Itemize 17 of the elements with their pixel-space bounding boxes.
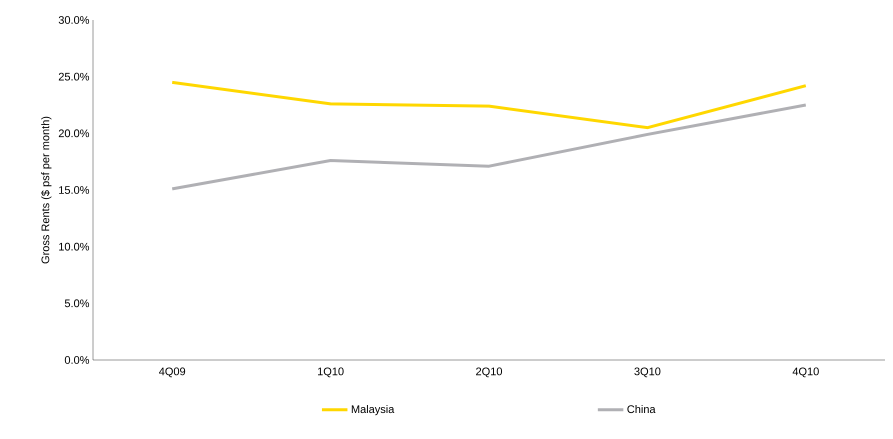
x-tick-label: 3Q10 (634, 368, 660, 378)
y-tick-label: 25.0% (58, 72, 90, 81)
y-tick-label: 0.0% (64, 356, 90, 364)
legend-label: China (627, 404, 656, 414)
y-tick-label: 10.0% (59, 242, 90, 251)
y-tick-label: 5.0% (64, 299, 90, 308)
y-tick-label: 20.0% (58, 129, 90, 138)
y-tick-label: 15.0% (59, 186, 90, 194)
legend-label: Malaysia (352, 404, 394, 416)
y-axis-title: Gross Rents ($ psf per month) (41, 116, 52, 264)
x-tick-label: 4Q09 (158, 368, 186, 378)
x-tick-label: 4Q10 (792, 368, 819, 378)
x-tick-label: 1Q10 (318, 368, 344, 378)
line-series (170, 104, 808, 190)
line-series (170, 80, 808, 130)
x-tick-label: 2Q10 (476, 368, 502, 378)
y-tick-label: 30.0% (58, 16, 90, 24)
